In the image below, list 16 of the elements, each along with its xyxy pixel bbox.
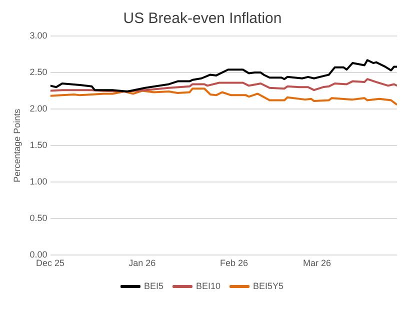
y-tick-label: 1.00 (30, 176, 48, 187)
legend-label: BEI5Y5 (253, 280, 284, 291)
y-tick-label: 0.00 (30, 250, 48, 260)
legend-label: BEI10 (196, 280, 221, 291)
x-tick-label: Dec 25 (36, 258, 65, 268)
y-tick-label: 2.50 (30, 67, 48, 78)
y-tick-label: 0.50 (30, 213, 48, 224)
x-tick-label: Mar 26 (302, 258, 332, 268)
y-tick-label: 2.00 (30, 104, 48, 114)
x-tick-label: Jan 26 (128, 258, 156, 268)
chart-title: US Break-even Inflation (123, 10, 282, 28)
y-tick-label: 1.50 (30, 140, 48, 150)
y-tick-label: 3.00 (30, 30, 48, 40)
x-tick-label: Feb 26 (220, 258, 248, 268)
y-axis-title: Percentage Points (12, 108, 22, 182)
legend-label: BEI5 (144, 280, 164, 291)
